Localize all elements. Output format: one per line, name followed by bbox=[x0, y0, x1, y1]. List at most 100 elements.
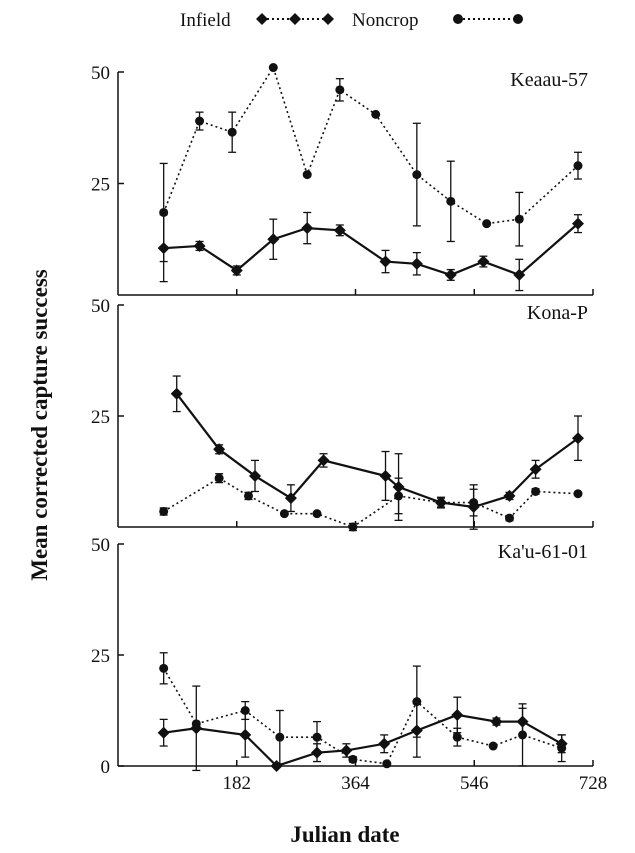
data-point bbox=[240, 706, 250, 715]
legend-noncrop-marker-1 bbox=[453, 14, 463, 24]
y-tick-label: 25 bbox=[91, 407, 110, 428]
data-point bbox=[312, 732, 322, 742]
panel-3: 50 25 0 182 364 546 728 Ka'u-61-01 bbox=[91, 535, 607, 794]
panels: 50 25 Keaau-57 50 25 Kona-P 50 25 0 182 364 546 728 K… bbox=[91, 63, 607, 794]
panel-1: 50 25 Keaau-57 bbox=[91, 63, 594, 296]
series-noncrop bbox=[159, 652, 567, 769]
data-point bbox=[571, 432, 584, 445]
data-point bbox=[573, 489, 583, 499]
data-point bbox=[335, 85, 345, 95]
data-point bbox=[214, 473, 224, 483]
data-point bbox=[227, 127, 237, 137]
data-point bbox=[279, 509, 289, 519]
data-point bbox=[504, 513, 514, 523]
data-point bbox=[267, 233, 280, 246]
data-point bbox=[157, 726, 170, 739]
data-point bbox=[170, 387, 183, 400]
y-tick-label: 50 bbox=[91, 535, 110, 556]
data-point bbox=[412, 697, 422, 707]
data-point bbox=[529, 463, 542, 476]
data-point bbox=[514, 214, 524, 224]
legend-noncrop-marker-2 bbox=[513, 14, 523, 24]
data-point bbox=[249, 469, 262, 482]
data-point bbox=[436, 498, 446, 508]
y-tick-label: 50 bbox=[91, 63, 110, 84]
series-infield bbox=[157, 685, 568, 772]
x-axis-label: Julian date bbox=[290, 822, 399, 847]
data-point bbox=[446, 196, 456, 206]
series-line bbox=[175, 393, 579, 509]
series-noncrop bbox=[159, 473, 583, 532]
data-point bbox=[378, 737, 391, 750]
data-point bbox=[518, 730, 528, 740]
data-point bbox=[312, 509, 322, 519]
y-tick-label: 25 bbox=[91, 646, 110, 667]
legend-infield-marker-1 bbox=[256, 13, 268, 25]
data-point bbox=[317, 454, 330, 467]
series-line bbox=[163, 477, 579, 528]
y-axis-label: Mean corrected capture success bbox=[27, 269, 52, 581]
data-point bbox=[488, 741, 498, 751]
legend: Infield Noncrop bbox=[180, 10, 523, 31]
legend-noncrop-label: Noncrop bbox=[352, 10, 418, 31]
data-point bbox=[284, 492, 297, 505]
panel-title: Kona-P bbox=[527, 302, 588, 324]
data-point bbox=[159, 207, 169, 217]
series-line bbox=[163, 222, 579, 277]
series-line bbox=[163, 713, 563, 768]
legend-infield-marker-2 bbox=[289, 13, 301, 25]
data-point bbox=[410, 257, 423, 270]
data-point bbox=[230, 264, 243, 277]
series-infield bbox=[157, 211, 584, 292]
data-point bbox=[213, 443, 226, 456]
panel-2: 50 25 Kona-P bbox=[91, 296, 594, 532]
data-point bbox=[193, 239, 206, 252]
data-point bbox=[379, 255, 392, 268]
data-point bbox=[243, 491, 253, 501]
data-point bbox=[333, 224, 346, 237]
x-tick-label: 182 bbox=[223, 773, 252, 794]
data-point bbox=[452, 732, 462, 742]
data-point bbox=[275, 732, 285, 742]
x-tick-label: 546 bbox=[460, 773, 489, 794]
data-point bbox=[159, 506, 169, 516]
y-tick-label: 25 bbox=[91, 175, 110, 196]
data-point bbox=[191, 719, 201, 729]
data-point bbox=[268, 63, 278, 73]
series-infield bbox=[170, 375, 584, 530]
series-line bbox=[162, 65, 579, 225]
data-point bbox=[482, 219, 492, 229]
data-point bbox=[573, 161, 583, 171]
series-noncrop bbox=[159, 63, 583, 263]
x-tick-label: 728 bbox=[579, 773, 608, 794]
panel-title: Keaau-57 bbox=[510, 69, 588, 91]
data-point bbox=[348, 522, 358, 532]
series-line bbox=[162, 667, 562, 765]
data-point bbox=[490, 715, 503, 728]
data-point bbox=[513, 268, 526, 281]
data-point bbox=[444, 268, 457, 281]
data-point bbox=[302, 170, 312, 180]
data-point bbox=[348, 754, 358, 764]
legend-noncrop-line bbox=[453, 14, 523, 24]
data-point bbox=[451, 708, 464, 721]
data-point bbox=[394, 491, 404, 501]
data-point bbox=[531, 486, 541, 496]
data-point bbox=[239, 728, 252, 741]
legend-infield-marker-3 bbox=[322, 13, 334, 25]
data-point bbox=[477, 255, 490, 268]
data-point bbox=[412, 170, 422, 180]
data-point bbox=[301, 222, 314, 235]
y-tick-label: 50 bbox=[91, 296, 110, 317]
panel-title: Ka'u-61-01 bbox=[498, 541, 588, 563]
data-point bbox=[469, 498, 479, 508]
data-point bbox=[195, 116, 205, 126]
data-point bbox=[503, 489, 516, 502]
data-point bbox=[379, 469, 392, 482]
data-point bbox=[571, 217, 584, 230]
legend-infield-label: Infield bbox=[180, 10, 231, 31]
data-point bbox=[382, 759, 392, 769]
data-point bbox=[557, 743, 567, 753]
